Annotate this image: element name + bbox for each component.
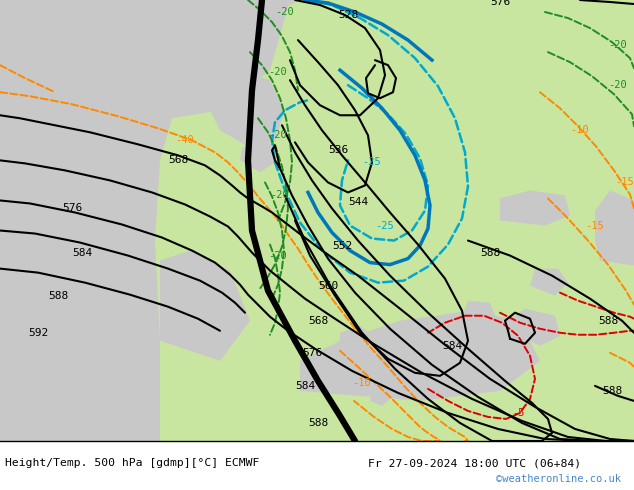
Polygon shape [530,269,568,295]
Text: 588: 588 [308,418,328,428]
Polygon shape [500,191,570,225]
Polygon shape [510,309,560,346]
Polygon shape [0,0,160,441]
Polygon shape [300,311,540,401]
Text: 568: 568 [168,155,188,165]
Text: 588: 588 [598,316,618,326]
Polygon shape [155,0,634,441]
Polygon shape [160,250,250,361]
Text: -20: -20 [271,191,289,200]
Text: 544: 544 [348,197,368,207]
Polygon shape [210,70,285,150]
Text: 584: 584 [295,381,315,391]
Text: 592: 592 [28,328,48,338]
Text: -20: -20 [609,40,628,50]
Text: 528: 528 [338,10,358,20]
Text: -25: -25 [375,220,394,230]
Text: 576: 576 [302,348,322,358]
Text: -40: -40 [176,135,195,146]
Polygon shape [240,140,275,172]
Text: -10: -10 [353,378,372,388]
Text: 576: 576 [490,0,510,7]
Text: -15: -15 [616,177,634,187]
Text: 588: 588 [602,386,622,396]
Polygon shape [595,191,634,266]
Text: 588: 588 [48,291,68,301]
Text: 584: 584 [442,341,462,351]
Text: 568: 568 [308,316,328,326]
Text: Height/Temp. 500 hPa [gdmp][°C] ECMWF: Height/Temp. 500 hPa [gdmp][°C] ECMWF [5,458,259,468]
Polygon shape [380,0,634,140]
Text: -20: -20 [269,130,287,140]
Polygon shape [0,0,634,441]
Text: 536: 536 [328,146,348,155]
Text: -20: -20 [269,250,287,261]
Text: 576: 576 [62,203,82,214]
Text: Fr 27-09-2024 18:00 UTC (06+84): Fr 27-09-2024 18:00 UTC (06+84) [368,458,581,468]
Polygon shape [340,326,385,386]
Polygon shape [80,0,290,120]
Text: -10: -10 [571,125,590,135]
Text: ©weatheronline.co.uk: ©weatheronline.co.uk [496,474,621,484]
Text: 584: 584 [72,247,92,258]
Text: 552: 552 [332,241,352,250]
Text: -15: -15 [586,220,604,230]
Text: 588: 588 [480,247,500,258]
Text: -20: -20 [276,7,294,17]
Polygon shape [460,301,498,336]
Text: -25: -25 [363,157,382,168]
Text: -20: -20 [269,67,287,77]
Polygon shape [347,359,362,376]
Polygon shape [370,389,390,406]
Text: 560: 560 [318,281,338,291]
Polygon shape [300,241,634,441]
Text: -5: -5 [512,408,524,418]
Text: -20: -20 [609,80,628,90]
